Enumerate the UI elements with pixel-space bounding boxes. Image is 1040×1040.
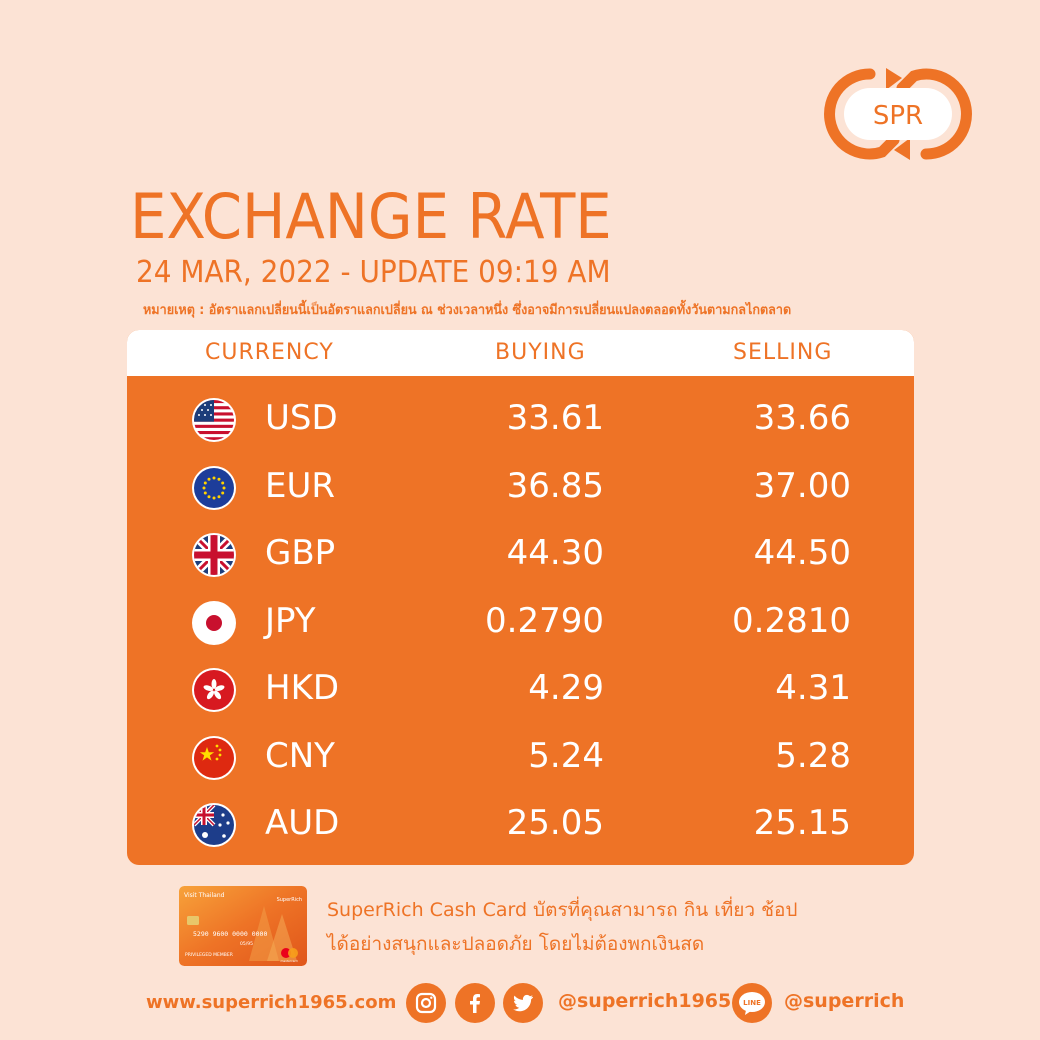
currency-code: EUR — [265, 466, 335, 506]
buying-rate: 25.05 — [506, 803, 604, 843]
disclaimer-note: หมายเหตุ : อัตราแลกเปลี่ยนนี้เป็นอัตราแล… — [143, 303, 792, 318]
website-link[interactable]: www.superrich1965.com — [146, 992, 397, 1013]
promo-text: SuperRich Cash Card บัตรที่คุณสามารถ กิน… — [327, 893, 797, 961]
card-network: mastercard — [280, 959, 297, 963]
rate-row-cny: CNY 5.24 5.28 — [127, 730, 914, 786]
selling-rate: 0.2810 — [732, 601, 851, 641]
buying-rate: 44.30 — [506, 533, 604, 573]
selling-rate: 4.31 — [775, 668, 851, 708]
rate-row-hkd: HKD 4.29 4.31 — [127, 662, 914, 718]
uk-flag-icon — [192, 533, 236, 577]
currency-code: USD — [265, 398, 338, 438]
japan-flag-icon — [192, 601, 236, 645]
card-expiry: 05/95 — [240, 941, 253, 947]
promo-line-1: SuperRich Cash Card บัตรที่คุณสามารถ กิน… — [327, 899, 798, 921]
social-handle[interactable]: @superrich1965 — [558, 990, 732, 1012]
facebook-icon[interactable] — [455, 983, 495, 1023]
rate-row-eur: EUR 36.85 37.00 — [127, 460, 914, 516]
hongkong-flag-icon — [192, 668, 236, 712]
header-buying: BUYING — [495, 340, 586, 365]
currency-code: GBP — [265, 533, 336, 573]
currency-code: JPY — [265, 601, 316, 641]
eu-flag-icon — [192, 466, 236, 510]
currency-code: CNY — [265, 736, 335, 776]
buying-rate: 5.24 — [528, 736, 604, 776]
page-title: EXCHANGE RATE — [130, 180, 612, 253]
rate-row-gbp: GBP 44.30 44.50 — [127, 527, 914, 583]
buying-rate: 0.2790 — [485, 601, 604, 641]
promo-line-2: ได้อย่างสนุกและปลอดภัย โดยไม่ต้องพกเงินส… — [327, 933, 705, 955]
selling-rate: 5.28 — [775, 736, 851, 776]
rate-row-aud: AUD 25.05 25.15 — [127, 797, 914, 853]
update-timestamp: 24 MAR, 2022 - UPDATE 09:19 AM — [136, 255, 611, 290]
card-holder: PRIVILEGED MEMBER — [185, 952, 233, 958]
buying-rate: 36.85 — [506, 466, 604, 506]
cash-card-image: Visit Thailand SuperRich 5290 9600 0000 … — [179, 886, 307, 966]
currency-code: AUD — [265, 803, 340, 843]
instagram-icon[interactable] — [406, 983, 446, 1023]
twitter-icon[interactable] — [503, 983, 543, 1023]
australia-flag-icon — [192, 803, 236, 847]
logo-text: SPR — [873, 101, 923, 131]
card-brand: SuperRich — [277, 897, 302, 903]
header-selling: SELLING — [733, 340, 833, 365]
line-handle[interactable]: @superrich — [784, 990, 905, 1012]
line-label: LINE — [743, 999, 761, 1007]
spr-logo: SPR — [822, 66, 974, 162]
china-flag-icon — [192, 736, 236, 780]
selling-rate: 37.00 — [753, 466, 851, 506]
currency-code: HKD — [265, 668, 340, 708]
rates-table: CURRENCY BUYING SELLING USD 33.61 33.6 — [127, 330, 914, 865]
buying-rate: 33.61 — [506, 398, 604, 438]
header-currency: CURRENCY — [205, 340, 334, 365]
buying-rate: 4.29 — [528, 668, 604, 708]
us-flag-icon — [192, 398, 236, 442]
rate-row-usd: USD 33.61 33.66 — [127, 392, 914, 448]
card-header: Visit Thailand — [184, 892, 225, 899]
selling-rate: 44.50 — [753, 533, 851, 573]
rate-row-jpy: JPY 0.2790 0.2810 — [127, 595, 914, 651]
line-icon[interactable]: LINE — [732, 983, 772, 1023]
selling-rate: 33.66 — [753, 398, 851, 438]
table-header: CURRENCY BUYING SELLING — [127, 330, 914, 376]
selling-rate: 25.15 — [753, 803, 851, 843]
card-number: 5290 9600 0000 0000 — [193, 930, 267, 938]
